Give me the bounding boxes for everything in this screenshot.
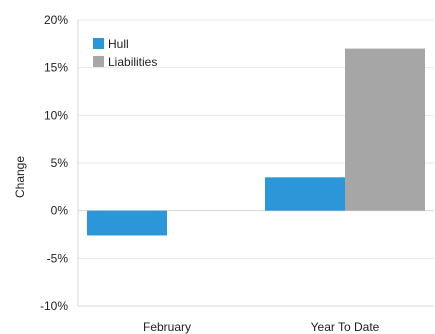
x-tick-labels: February Year To Date — [143, 320, 380, 334]
y-tick-label: 15% — [44, 61, 68, 75]
y-tick-label: -5% — [47, 251, 69, 265]
y-tick-label: 10% — [44, 108, 68, 122]
legend-swatch — [93, 38, 104, 49]
y-tick-label: -10% — [40, 299, 68, 313]
y-tick-label: 20% — [44, 13, 68, 27]
bar-liabilities-2 — [345, 48, 425, 211]
legend: Hull Liabilities — [93, 37, 157, 69]
y-tick-labels: -10% -5% 0% 5% 10% 15% 20% — [40, 13, 68, 313]
y-tick-label: 0% — [51, 204, 69, 218]
x-tick-label: February — [143, 320, 191, 334]
legend-label: Liabilities — [108, 55, 157, 69]
legend-swatch — [93, 56, 104, 67]
y-axis-title: Change — [13, 156, 27, 198]
legend-label: Hull — [108, 37, 129, 51]
bar-hull-1 — [87, 210, 167, 236]
x-tick-label: Year To Date — [311, 320, 380, 334]
bars — [87, 48, 425, 236]
bar-hull-2 — [265, 177, 345, 211]
y-tick-label: 5% — [51, 156, 69, 170]
